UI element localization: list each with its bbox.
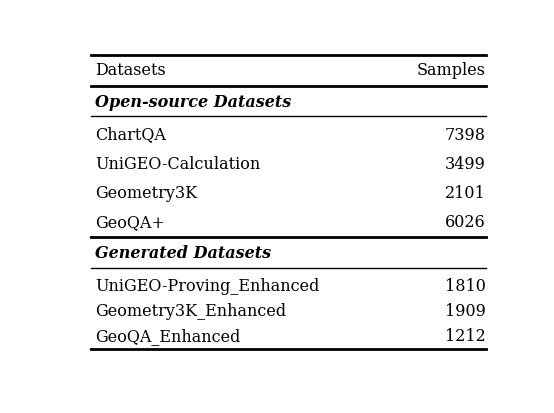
Text: 2101: 2101 [445, 185, 486, 202]
Text: GeoQA+: GeoQA+ [95, 214, 165, 231]
Text: GeoQA_Enhanced: GeoQA_Enhanced [95, 327, 240, 344]
Text: UniGEO-Calculation: UniGEO-Calculation [95, 156, 260, 173]
Text: Geometry3K_Enhanced: Geometry3K_Enhanced [95, 302, 286, 319]
Text: UniGEO-Proving_Enhanced: UniGEO-Proving_Enhanced [95, 278, 320, 294]
Text: 1909: 1909 [445, 302, 486, 319]
Text: Geometry3K: Geometry3K [95, 185, 197, 202]
Text: Datasets: Datasets [95, 62, 166, 79]
Text: Samples: Samples [417, 62, 486, 79]
Text: 1212: 1212 [445, 327, 486, 344]
Text: 6026: 6026 [445, 214, 486, 231]
Text: 3499: 3499 [445, 156, 486, 173]
Text: Open-source Datasets: Open-source Datasets [95, 93, 291, 110]
Text: ChartQA: ChartQA [95, 126, 166, 143]
Text: Generated Datasets: Generated Datasets [95, 244, 271, 261]
Text: 1810: 1810 [445, 278, 486, 294]
Text: 7398: 7398 [445, 126, 486, 143]
